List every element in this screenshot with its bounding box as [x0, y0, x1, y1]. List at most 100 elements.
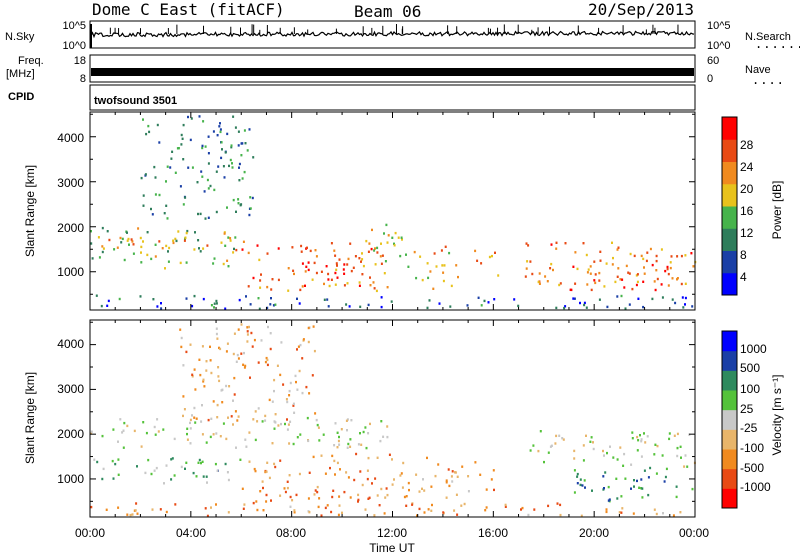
velocity-colorbar-segment: [722, 429, 737, 450]
velocity-cell: [430, 509, 433, 512]
power-cell: [352, 266, 355, 269]
power-cell: [555, 247, 558, 250]
velocity-cbar-tick-1000: 1000: [740, 342, 767, 356]
plot-title: Dome C East (fitACF): [92, 0, 285, 19]
power-cell: [220, 156, 223, 160]
power-cell: [333, 249, 336, 252]
velocity-cell: [293, 411, 296, 414]
velocity-cell: [609, 445, 611, 448]
velocity-cell: [239, 458, 242, 461]
power-cell: [669, 261, 672, 264]
velocity-cell: [579, 478, 582, 481]
power-cell: [207, 216, 210, 219]
power-cell: [636, 280, 639, 284]
power-cell: [185, 261, 188, 264]
velocity-cell: [338, 443, 341, 446]
velocity-axis-ticks: [89, 320, 696, 517]
velocity-cell: [155, 466, 158, 470]
power-cell: [633, 254, 636, 258]
velocity-cell: [240, 323, 243, 326]
velocity-cell: [366, 477, 369, 481]
velocity-cell: [359, 470, 362, 473]
power-cell: [676, 277, 679, 280]
velocity-cell: [504, 505, 507, 508]
power-cell: [249, 196, 252, 199]
velocity-cell: [283, 487, 286, 490]
power-cell: [661, 296, 664, 299]
velocity-cell: [194, 388, 197, 391]
power-cell: [637, 297, 640, 300]
power-cell: [598, 271, 601, 275]
velocity-cell: [391, 458, 393, 461]
power-cell: [385, 223, 388, 227]
velocity-cell: [243, 503, 246, 506]
velocity-cell: [362, 430, 365, 434]
power-cell: [617, 267, 620, 270]
power-cell: [131, 240, 134, 243]
velocity-cell: [447, 468, 450, 471]
velocity-cell: [215, 503, 217, 506]
velocity-cell: [225, 437, 228, 441]
velocity-cell: [605, 510, 608, 514]
velocity-cell: [193, 416, 196, 419]
power-cell: [237, 130, 240, 133]
power-cell: [171, 150, 174, 153]
nsky-tick-top: 10^5: [62, 20, 86, 32]
power-cell: [229, 239, 232, 242]
power-panel: [89, 111, 696, 311]
power-cell: [513, 298, 516, 301]
power-cell: [100, 304, 103, 308]
velocity-cell: [259, 490, 262, 493]
power-cell: [653, 280, 656, 283]
velocity-cell: [371, 482, 373, 485]
velocity-cell: [237, 328, 240, 331]
velocity-colorbar-frame: [721, 330, 738, 509]
power-cell: [449, 305, 452, 308]
velocity-cell: [276, 364, 279, 367]
power-cell: [336, 264, 338, 267]
power-cell: [179, 185, 182, 188]
power-cell: [383, 272, 386, 275]
velocity-cell: [313, 349, 316, 353]
power-cell: [574, 282, 577, 285]
velocity-cell: [264, 419, 267, 422]
power-cell: [343, 284, 346, 287]
power-cbar-tick-12: 12: [740, 226, 754, 240]
power-cell: [330, 278, 333, 281]
power-cell: [380, 242, 382, 245]
velocity-cell: [298, 369, 301, 373]
power-cell: [493, 298, 496, 301]
velocity-cell: [246, 330, 249, 333]
velocity-cell: [273, 378, 276, 382]
velocity-cell: [640, 478, 643, 481]
velocity-cell: [189, 427, 192, 430]
power-cell: [614, 280, 617, 284]
power-cell: [174, 171, 177, 174]
velocity-cell: [233, 332, 236, 335]
power-cell: [550, 262, 553, 266]
velocity-cell: [605, 508, 608, 511]
velocity-cell: [273, 427, 276, 430]
velocity-cell: [655, 512, 658, 516]
power-cell: [247, 251, 250, 255]
power-cell: [603, 285, 606, 288]
velocity-cell: [399, 474, 402, 477]
power-cell: [358, 257, 361, 260]
power-cell: [189, 138, 192, 142]
velocity-cell: [608, 498, 611, 501]
power-colorbar-segment: [722, 183, 737, 207]
power-cell: [258, 307, 261, 310]
velocity-cell: [265, 470, 268, 473]
nsky-tick-bottom: 10^0: [62, 40, 86, 52]
velocity-cell: [174, 503, 177, 506]
velocity-cell: [224, 462, 227, 466]
velocity-cell: [339, 468, 341, 471]
velocity-cell: [520, 508, 522, 511]
velocity-cell: [189, 343, 192, 346]
power-cell: [426, 306, 429, 310]
velocity-cell: [388, 453, 391, 456]
velocity-cell: [243, 366, 246, 369]
power-cell: [150, 257, 153, 261]
power-cell: [564, 242, 567, 245]
power-cell: [583, 301, 586, 305]
